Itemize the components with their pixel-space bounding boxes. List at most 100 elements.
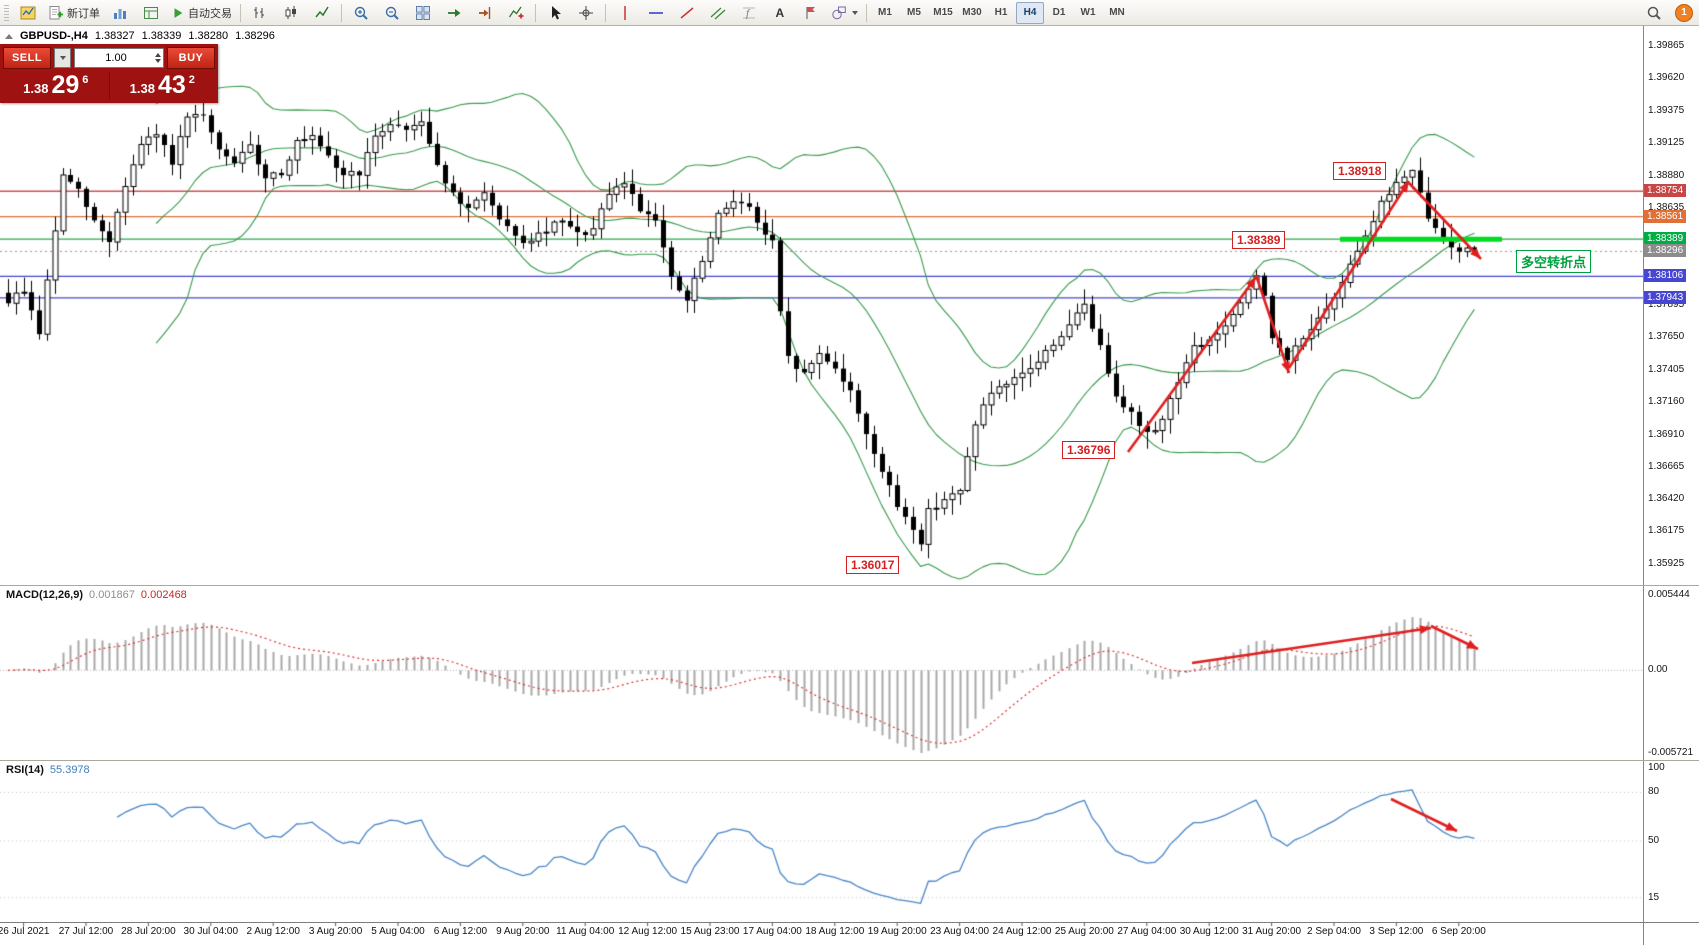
timeframe-w1-button[interactable]: W1	[1080, 7, 1096, 18]
quote-line: GBPUSD-,H4 1.38327 1.38339 1.38280 1.382…	[5, 30, 275, 42]
time-axis-label: 31 Aug 20:00	[1242, 926, 1302, 937]
ask-price[interactable]: 1.38 43 2	[110, 72, 216, 100]
price-axis-label: 1.37405	[1648, 363, 1685, 375]
price-scale[interactable]: 1.39865 1.39620 1.39375 1.39125 1.38880 1.386…	[1643, 26, 1699, 945]
candlestick-chart-button[interactable]	[276, 1, 306, 25]
timeframe-d1-button[interactable]: D1	[1052, 7, 1066, 18]
time-axis-label: 18 Aug 12:00	[805, 926, 865, 937]
timeframe-h1-button[interactable]: H1	[994, 7, 1008, 18]
one-click-trading-panel: SELL 1.00 BUY 1.38 29 6 1.38 43 2	[0, 44, 218, 103]
bid-main: 29	[51, 71, 80, 99]
line-chart-icon	[314, 5, 330, 21]
zoom-out-icon	[384, 5, 400, 21]
price-axis-label: 1.39125	[1648, 137, 1685, 149]
timeframe-m15-button[interactable]: M15	[933, 7, 953, 18]
equidistant-channel-button[interactable]	[703, 1, 733, 25]
time-axis-label: 30 Aug 12:00	[1179, 926, 1239, 937]
sell-button[interactable]: SELL	[3, 47, 51, 69]
app-icon	[20, 5, 36, 21]
step-up-icon	[155, 53, 161, 57]
bar-chart-button[interactable]	[245, 1, 275, 25]
time-axis-label: 25 Aug 20:00	[1054, 926, 1114, 937]
quote-open: 1.38327	[94, 30, 135, 42]
new-order-icon	[48, 5, 64, 21]
price-callout[interactable]: 1.38918	[1333, 162, 1387, 180]
zoom-in-button[interactable]	[346, 1, 376, 25]
app-button[interactable]	[13, 1, 43, 25]
price-level-badge: 1.37943	[1644, 290, 1687, 304]
horizontal-line-icon	[648, 5, 664, 21]
price-axis-label: 1.36420	[1648, 493, 1685, 505]
cursor-button[interactable]	[540, 1, 570, 25]
toolbar-separator	[866, 3, 867, 22]
vertical-line-icon	[617, 5, 633, 21]
text-button[interactable]: A	[765, 1, 795, 25]
pane-separator[interactable]	[0, 585, 1699, 586]
trendline-button[interactable]	[672, 1, 702, 25]
price-axis-label: 1.39620	[1648, 72, 1685, 84]
timeframe-mn-button[interactable]: MN	[1109, 7, 1125, 18]
market-watch-icon	[143, 5, 159, 21]
price-callout[interactable]: 1.36796	[1062, 441, 1116, 459]
time-axis-label: 24 Aug 12:00	[992, 926, 1052, 937]
toolbar-separator	[341, 3, 342, 22]
pane-separator[interactable]	[0, 760, 1699, 761]
collapse-icon[interactable]	[5, 33, 13, 39]
chart-shift-button[interactable]	[470, 1, 500, 25]
macd-label: MACD(12,26,9) 0.001867 0.002468	[6, 589, 187, 601]
price-axis-label: 1.39375	[1648, 104, 1685, 116]
vertical-line-button[interactable]	[610, 1, 640, 25]
shapes-button[interactable]	[827, 1, 862, 25]
search-button[interactable]	[1639, 1, 1669, 25]
label-button[interactable]	[796, 1, 826, 25]
notification-badge[interactable]: 1	[1675, 3, 1693, 22]
time-axis-label: 15 Aug 23:00	[680, 926, 740, 937]
symbol-timeframe: GBPUSD-,H4	[20, 30, 88, 42]
fibonacci-button[interactable]: f	[734, 1, 764, 25]
price-axis-label: 1.37895	[1648, 299, 1685, 311]
line-chart-button[interactable]	[307, 1, 337, 25]
price-level-badge: 1.38754	[1644, 184, 1687, 198]
volume-input[interactable]: 1.00	[74, 48, 164, 68]
indicators-button[interactable]	[501, 1, 531, 25]
macd-axis-label: 0.00	[1648, 664, 1668, 676]
timeframe-h4-button[interactable]: H4	[1016, 1, 1044, 24]
price-axis-label: 1.38880	[1648, 169, 1685, 181]
price-callout[interactable]: 1.38389	[1232, 231, 1286, 249]
charts-button[interactable]	[105, 1, 135, 25]
timeframe-m1-button[interactable]: M1	[878, 7, 892, 18]
macd-signal-value: 0.002468	[140, 589, 187, 601]
market-watch-button[interactable]	[136, 1, 166, 25]
price-axis-label: 1.37650	[1648, 331, 1685, 343]
horizontal-line-button[interactable]	[641, 1, 671, 25]
timeframe-m30-button[interactable]: M30	[962, 7, 982, 18]
volume-dropdown-button[interactable]	[54, 48, 71, 68]
bid-pip: 6	[82, 74, 89, 86]
buy-button[interactable]: BUY	[167, 47, 215, 69]
volume-stepper[interactable]	[155, 53, 161, 63]
time-axis-label: 2 Sep 04:00	[1307, 926, 1361, 937]
bid-price[interactable]: 1.38 29 6	[3, 72, 110, 100]
price-axis-label: 1.36910	[1648, 428, 1685, 440]
shapes-icon	[831, 5, 847, 21]
timeframe-m5-button[interactable]: M5	[907, 7, 921, 18]
macd-axis-label: 0.005444	[1648, 589, 1690, 600]
toolbar-grip[interactable]	[4, 4, 9, 21]
auto-scroll-button[interactable]	[439, 1, 469, 25]
price-callout[interactable]: 1.36017	[846, 556, 900, 574]
time-axis-label: 2 Aug 12:00	[246, 926, 300, 937]
time-axis-label: 3 Sep 12:00	[1369, 926, 1424, 937]
turning-point-label[interactable]: 多空转折点	[1516, 250, 1592, 273]
auto-trading-button[interactable]: 自动交易	[167, 1, 236, 25]
time-axis-label: 30 Jul 04:00	[183, 926, 239, 937]
macd-value: 0.001867	[89, 589, 135, 601]
step-down-icon	[155, 59, 161, 63]
rsi-axis-label: 100	[1648, 762, 1665, 773]
crosshair-button[interactable]	[571, 1, 601, 25]
fibonacci-icon: f	[741, 5, 757, 21]
zoom-out-button[interactable]	[377, 1, 407, 25]
new-order-button[interactable]: 新订单	[44, 1, 104, 25]
ask-prefix: 1.38	[129, 81, 155, 96]
tile-windows-button[interactable]	[408, 1, 438, 25]
